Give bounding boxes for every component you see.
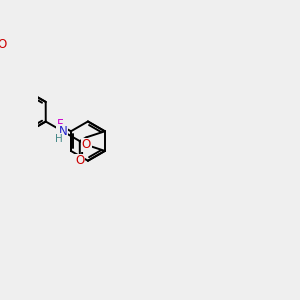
Polygon shape	[0, 92, 12, 102]
Text: H: H	[55, 134, 62, 144]
Text: O: O	[82, 138, 91, 152]
Text: F: F	[57, 118, 63, 131]
Text: N: N	[58, 125, 67, 138]
Text: O: O	[75, 154, 84, 167]
Text: O: O	[0, 38, 7, 51]
